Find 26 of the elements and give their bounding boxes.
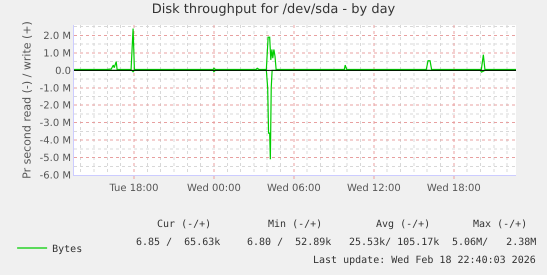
- text: 6.85 / 65.63k: [136, 237, 220, 248]
- y-tick-label: -3.0 M: [40, 118, 71, 130]
- x-tick-label: Wed 06:00: [266, 183, 321, 194]
- x-tick-label: Wed 18:00: [426, 183, 481, 194]
- y-tick-label: -5.0 M: [40, 153, 71, 164]
- y-tick-label: -2.0 M: [40, 100, 71, 112]
- y-axis-title: Pr second read (-) / write (+): [20, 21, 34, 179]
- x-tick-label: Tue 18:00: [108, 183, 159, 194]
- x-tick-label: Wed 12:00: [346, 183, 401, 194]
- y-tick-label: -6.0 M: [40, 170, 71, 182]
- text: 6.80 / 52.89k: [247, 237, 332, 248]
- text: 5.06M/ 2.38M: [452, 237, 536, 248]
- y-tick-label: 1.0 M: [43, 48, 71, 60]
- text: Avg (-/+): [376, 219, 430, 230]
- x-tick-label: Wed 00:00: [187, 183, 241, 194]
- y-tick-label: 0.0: [55, 66, 71, 77]
- y-tick-label: 2.0 M: [43, 30, 71, 42]
- text: Max (-/+): [473, 219, 528, 230]
- text: 25.53k/ 105.17k: [349, 237, 440, 248]
- text: Min (-/+): [268, 219, 322, 230]
- y-tick-label: -4.0 M: [40, 136, 71, 147]
- text: Last update: Wed Feb 18 22:40:03 2026: [313, 255, 536, 266]
- y-tick-label: -1.0 M: [40, 83, 71, 94]
- chart-title: Disk throughput for /dev/sda - by day: [152, 2, 396, 18]
- legend-label: Bytes: [52, 244, 82, 255]
- text: Cur (-/+): [157, 219, 212, 230]
